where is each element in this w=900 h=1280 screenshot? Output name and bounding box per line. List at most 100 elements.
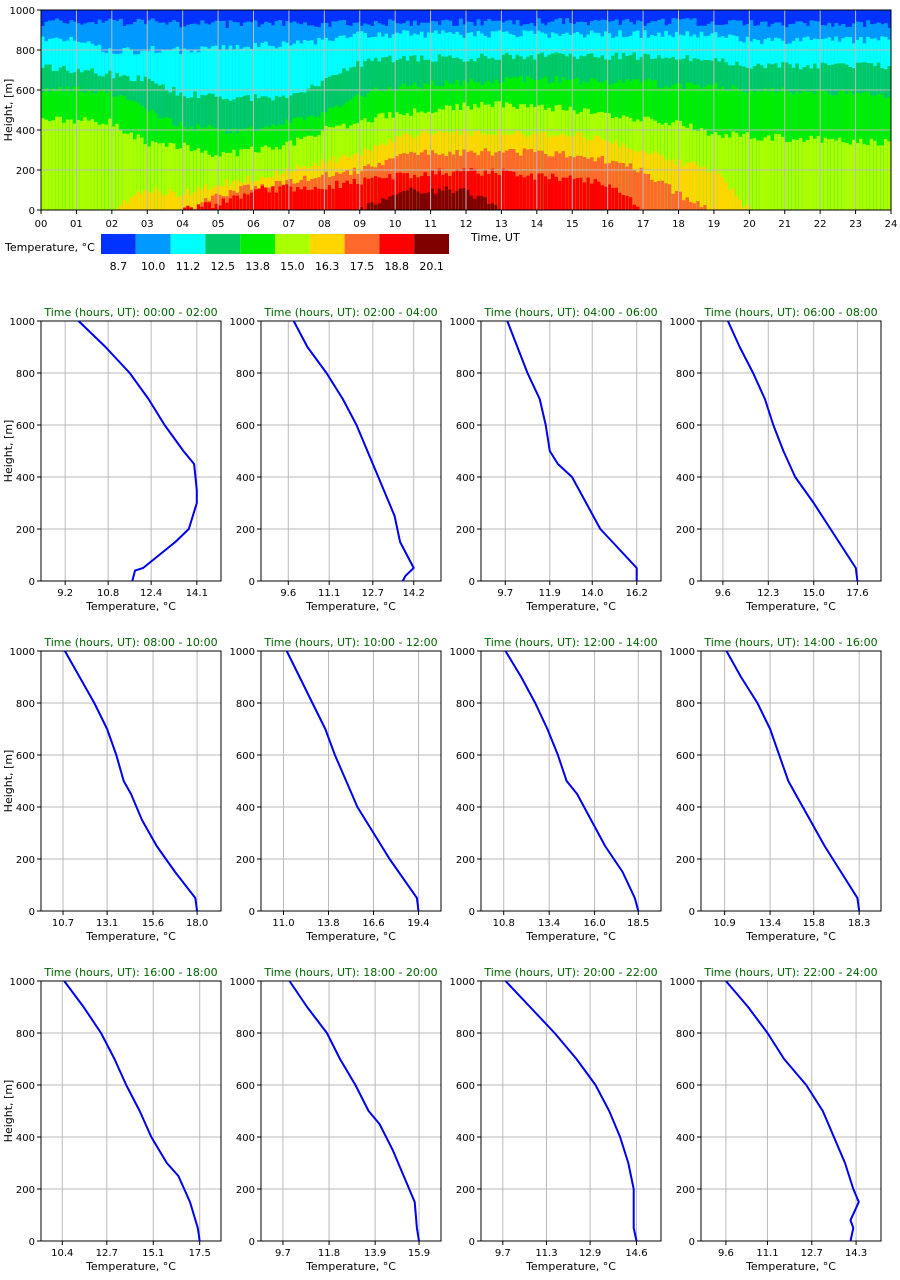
heatmap-cell bbox=[820, 142, 825, 210]
profile-y-tick-label: 0 bbox=[689, 1237, 695, 1248]
profile-y-tick-label: 600 bbox=[16, 421, 35, 432]
profile-y-tick-label: 400 bbox=[456, 803, 475, 814]
heatmap-cell bbox=[246, 194, 251, 210]
heatmap-cell bbox=[628, 163, 633, 210]
profile-y-tick-label: 400 bbox=[16, 803, 35, 814]
heatmap-x-axis-label: Time, UT bbox=[470, 231, 520, 244]
colorbar-level-label: 8.7 bbox=[110, 260, 128, 273]
heatmap-cell bbox=[356, 183, 361, 210]
profile-y-tick-label: 1000 bbox=[230, 647, 255, 658]
heatmap-cell bbox=[391, 195, 396, 210]
heatmap-cell bbox=[526, 175, 531, 210]
heatmap-cell bbox=[65, 119, 70, 210]
heatmap-cell bbox=[876, 145, 881, 210]
heatmap-cell bbox=[175, 196, 180, 210]
heatmap-cell bbox=[504, 170, 509, 210]
profile-y-tick-label: 800 bbox=[16, 369, 35, 380]
profile-y-tick-label: 400 bbox=[676, 473, 695, 484]
profile-y-tick-label: 1000 bbox=[450, 317, 475, 328]
profile-panel: Time (hours, UT): 16:00 - 18:00 10.4 12.7 1… bbox=[2, 966, 222, 1273]
heatmap-cell bbox=[742, 133, 747, 210]
heatmap-cell bbox=[565, 177, 570, 210]
heatmap-cell bbox=[728, 137, 733, 210]
profile-x-tick-label: 11.1 bbox=[756, 1248, 778, 1259]
profile-x-axis-label: Temperature, °C bbox=[525, 1260, 616, 1273]
profile-y-tick-label: 200 bbox=[16, 1185, 35, 1196]
heatmap-cell bbox=[721, 137, 725, 210]
heatmap-cell bbox=[352, 179, 357, 210]
heatmap-cell bbox=[572, 179, 577, 210]
heatmap-cell bbox=[129, 132, 134, 210]
profile-y-tick-label: 400 bbox=[236, 803, 255, 814]
profile-x-axis-label: Temperature, °C bbox=[85, 600, 176, 613]
heatmap-cell bbox=[636, 206, 640, 210]
profile-y-tick-label: 400 bbox=[236, 1133, 255, 1144]
heatmap-cell bbox=[179, 196, 184, 210]
profile-title: Time (hours, UT): 02:00 - 04:00 bbox=[263, 306, 437, 319]
heatmap-cell bbox=[487, 174, 492, 210]
heatmap-cell bbox=[51, 120, 56, 210]
heatmap-cell bbox=[551, 173, 555, 210]
profile-y-tick-label: 400 bbox=[16, 473, 35, 484]
heatmap-y-tick-label: 600 bbox=[16, 86, 35, 97]
profile-x-tick-label: 11.8 bbox=[318, 1248, 340, 1259]
profile-y-tick-label: 200 bbox=[236, 855, 255, 866]
colorbar-level-label: 13.8 bbox=[245, 260, 270, 273]
profile-line bbox=[726, 320, 859, 582]
heatmap-cell bbox=[696, 164, 701, 210]
heatmap-cell bbox=[625, 195, 630, 210]
heatmap-cell bbox=[660, 180, 665, 210]
heatmap-cell bbox=[710, 134, 715, 210]
profile-line bbox=[725, 980, 860, 1242]
heatmap-cell bbox=[349, 184, 354, 210]
profile-y-tick-label: 200 bbox=[676, 525, 695, 536]
heatmap-cell bbox=[147, 191, 152, 210]
heatmap-cell bbox=[225, 202, 230, 210]
heatmap-cell bbox=[108, 118, 113, 210]
profile-line bbox=[288, 980, 420, 1242]
heatmap-cell bbox=[271, 186, 276, 210]
heatmap-cell bbox=[466, 189, 470, 210]
heatmap-x-tick-label: 22 bbox=[814, 219, 827, 230]
heatmap-cell bbox=[455, 169, 460, 210]
heatmap-cell bbox=[384, 199, 389, 210]
heatmap-cell bbox=[129, 197, 134, 210]
heatmap-cell bbox=[770, 140, 775, 210]
heatmap-cell bbox=[628, 197, 633, 210]
heatmap-cell bbox=[841, 142, 846, 210]
colorbar-swatch bbox=[379, 234, 415, 254]
heatmap-cell bbox=[157, 191, 162, 210]
heatmap-cell bbox=[731, 131, 736, 210]
heatmap-cell bbox=[685, 197, 690, 210]
heatmap-cell bbox=[494, 204, 499, 210]
heatmap-cell bbox=[253, 152, 258, 210]
heatmap-cell bbox=[643, 173, 648, 210]
heatmap-cell bbox=[636, 172, 640, 210]
profile-x-axis-label: Temperature, °C bbox=[745, 600, 836, 613]
heatmap-cell bbox=[473, 198, 478, 210]
profile-frame bbox=[40, 980, 222, 1242]
heatmap-x-tick-label: 10 bbox=[389, 219, 402, 230]
heatmap-cell bbox=[79, 120, 84, 210]
profile-x-tick-label: 12.7 bbox=[362, 588, 384, 599]
heatmap-cell bbox=[763, 137, 768, 210]
colorbar-legend: Temperature, °C 8.7 10.0 11.2 12.5 13.8 15.0 16… bbox=[4, 234, 449, 273]
profile-panel: Time (hours, UT): 22:00 - 24:00 9.6 11.1 12… bbox=[670, 966, 882, 1273]
heatmap-cell bbox=[862, 144, 867, 210]
heatmap-cell bbox=[370, 177, 375, 210]
heatmap-cell bbox=[327, 185, 332, 210]
heatmap-cell bbox=[218, 205, 223, 210]
heatmap-cell bbox=[384, 178, 389, 210]
profile-y-tick-label: 400 bbox=[456, 1133, 475, 1144]
profile-y-tick-label: 600 bbox=[456, 751, 475, 762]
heatmap-cell bbox=[444, 186, 449, 210]
profile-line bbox=[63, 980, 201, 1242]
profile-x-tick-label: 14.2 bbox=[403, 588, 425, 599]
heatmap-cell bbox=[388, 174, 393, 210]
profile-x-tick-label: 13.1 bbox=[96, 918, 118, 929]
heatmap-x-tick-label: 03 bbox=[141, 219, 154, 230]
profile-panel: Time (hours, UT): 18:00 - 20:00 9.7 11.8 13… bbox=[230, 966, 442, 1273]
profile-x-axis-label: Temperature, °C bbox=[525, 930, 616, 943]
profile-y-tick-label: 200 bbox=[16, 525, 35, 536]
